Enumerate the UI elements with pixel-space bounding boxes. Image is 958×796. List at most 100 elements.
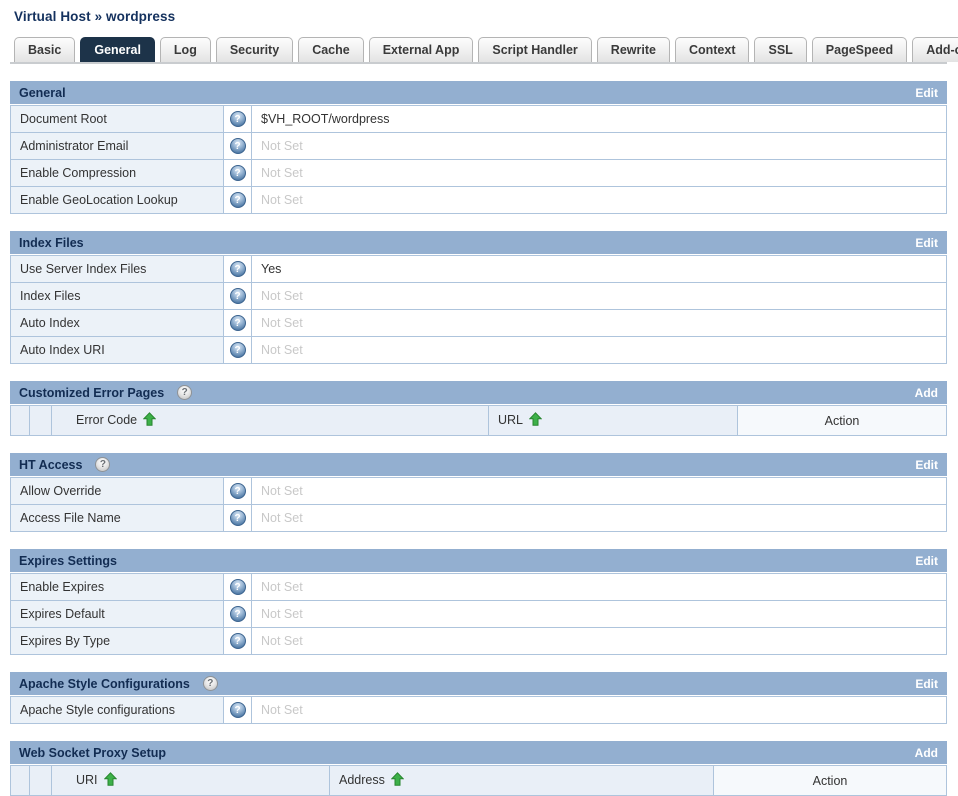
- column-label: URL: [498, 413, 524, 427]
- column-header-url[interactable]: URL: [488, 405, 738, 436]
- settings-table: Document Root ? $VH_ROOT/wordpress Admin…: [10, 105, 947, 214]
- question-icon[interactable]: ?: [229, 192, 246, 208]
- tab-cache[interactable]: Cache: [298, 37, 364, 62]
- question-icon[interactable]: ?: [229, 342, 246, 358]
- panel-title: General: [19, 85, 66, 100]
- setting-value: Yes: [251, 255, 947, 283]
- panel-apache-style: Apache Style Configurations ? Edit Apach…: [10, 672, 947, 724]
- question-icon[interactable]: ?: [229, 483, 246, 499]
- panel-apache-style-header: Apache Style Configurations ? Edit: [10, 672, 947, 695]
- tab-general[interactable]: General: [80, 37, 155, 62]
- setting-label: Index Files: [10, 282, 224, 310]
- column-header-address[interactable]: Address: [329, 765, 714, 796]
- setting-value: Not Set: [251, 573, 947, 601]
- add-button[interactable]: Add: [914, 745, 938, 760]
- question-icon[interactable]: ?: [229, 510, 246, 526]
- edit-button[interactable]: Edit: [915, 676, 938, 691]
- question-icon[interactable]: ?: [229, 165, 246, 181]
- setting-label: Auto Index: [10, 309, 224, 337]
- setting-value: $VH_ROOT/wordpress: [251, 105, 947, 133]
- table-row: Access File Name ? Not Set: [10, 504, 947, 532]
- tab-log[interactable]: Log: [159, 37, 211, 62]
- question-icon[interactable]: ?: [229, 606, 246, 622]
- question-icon[interactable]: ?: [229, 579, 246, 595]
- column-header-action: Action: [713, 765, 947, 796]
- table-header-row: Error Code URL Action: [10, 405, 947, 436]
- question-icon[interactable]: ?: [95, 457, 111, 472]
- panel-index-files-header: Index Files Edit: [10, 231, 947, 254]
- table-row: Auto Index URI ? Not Set: [10, 336, 947, 364]
- edit-button[interactable]: Edit: [915, 85, 938, 100]
- sort-asc-icon[interactable]: [528, 412, 543, 429]
- tab-bar: Basic General Log Security Cache Externa…: [10, 37, 958, 64]
- panel-ht-access: HT Access ? Edit Allow Override ? Not Se…: [10, 453, 947, 532]
- setting-label: Access File Name: [10, 504, 224, 532]
- panel-ht-access-header: HT Access ? Edit: [10, 453, 947, 476]
- table-row: Index Files ? Not Set: [10, 282, 947, 310]
- settings-table: Apache Style configurations ? Not Set: [10, 696, 947, 724]
- question-icon[interactable]: ?: [229, 702, 246, 718]
- tab-context[interactable]: Context: [674, 37, 750, 62]
- table-row: Auto Index ? Not Set: [10, 309, 947, 337]
- table-row: Use Server Index Files ? Yes: [10, 255, 947, 283]
- sort-asc-icon[interactable]: [103, 772, 117, 789]
- column-label: Address: [339, 773, 385, 787]
- tab-pagespeed[interactable]: PageSpeed: [811, 37, 908, 62]
- panel-error-pages: Customized Error Pages ? Add Error Code …: [10, 381, 947, 436]
- sort-asc-icon[interactable]: [390, 772, 405, 789]
- edit-button[interactable]: Edit: [915, 553, 938, 568]
- panel-websocket-proxy-header: Web Socket Proxy Setup Add: [10, 741, 947, 764]
- setting-value: Not Set: [251, 600, 947, 628]
- panel-title: Expires Settings: [19, 553, 117, 568]
- table-row: Enable GeoLocation Lookup ? Not Set: [10, 186, 947, 214]
- select-column: [10, 405, 30, 436]
- setting-value: Not Set: [251, 627, 947, 655]
- setting-label: Enable Expires: [10, 573, 224, 601]
- panel-title: Web Socket Proxy Setup: [19, 745, 167, 760]
- panel-title: Apache Style Configurations: [19, 676, 190, 691]
- table-row: Administrator Email ? Not Set: [10, 132, 947, 160]
- question-icon[interactable]: ?: [229, 288, 246, 304]
- add-button[interactable]: Add: [914, 385, 938, 400]
- setting-value: Not Set: [251, 504, 947, 532]
- column-header-error-code[interactable]: Error Code: [51, 405, 489, 436]
- question-icon[interactable]: ?: [229, 315, 246, 331]
- sort-asc-icon[interactable]: [142, 412, 157, 429]
- tab-external-app[interactable]: External App: [368, 37, 474, 62]
- panel-title: Index Files: [19, 235, 84, 250]
- setting-label: Enable GeoLocation Lookup: [10, 186, 224, 214]
- tab-basic[interactable]: Basic: [14, 37, 76, 62]
- question-icon[interactable]: ?: [229, 261, 246, 277]
- setting-value: Not Set: [251, 336, 947, 364]
- tab-addons[interactable]: Add-ons: [912, 37, 958, 62]
- question-icon[interactable]: ?: [229, 138, 246, 154]
- setting-value: Not Set: [251, 132, 947, 160]
- settings-table: Allow Override ? Not Set Access File Nam…: [10, 477, 947, 532]
- tab-rewrite[interactable]: Rewrite: [596, 37, 670, 62]
- column-header-uri[interactable]: URI: [51, 765, 330, 796]
- question-icon[interactable]: ?: [229, 111, 246, 127]
- setting-value: Not Set: [251, 186, 947, 214]
- setting-value: Not Set: [251, 477, 947, 505]
- tab-ssl[interactable]: SSL: [754, 37, 807, 62]
- panel-expires-settings-header: Expires Settings Edit: [10, 549, 947, 572]
- setting-label: Enable Compression: [10, 159, 224, 187]
- question-icon[interactable]: ?: [177, 385, 193, 400]
- edit-button[interactable]: Edit: [915, 235, 938, 250]
- column-label: URI: [76, 773, 98, 787]
- setting-value: Not Set: [251, 282, 947, 310]
- edit-button[interactable]: Edit: [915, 457, 938, 472]
- setting-label: Document Root: [10, 105, 224, 133]
- question-icon[interactable]: ?: [202, 676, 218, 691]
- tab-security[interactable]: Security: [215, 37, 294, 62]
- index-column: [29, 405, 52, 436]
- tab-script-handler[interactable]: Script Handler: [478, 37, 592, 62]
- panel-websocket-proxy: Web Socket Proxy Setup Add URI Address A…: [10, 741, 947, 796]
- table-row: Expires Default ? Not Set: [10, 600, 947, 628]
- panel-title: HT Access: [19, 457, 83, 472]
- table-row: Enable Compression ? Not Set: [10, 159, 947, 187]
- settings-table: Enable Expires ? Not Set Expires Default…: [10, 573, 947, 655]
- panel-error-pages-header: Customized Error Pages ? Add: [10, 381, 947, 404]
- question-icon[interactable]: ?: [229, 633, 246, 649]
